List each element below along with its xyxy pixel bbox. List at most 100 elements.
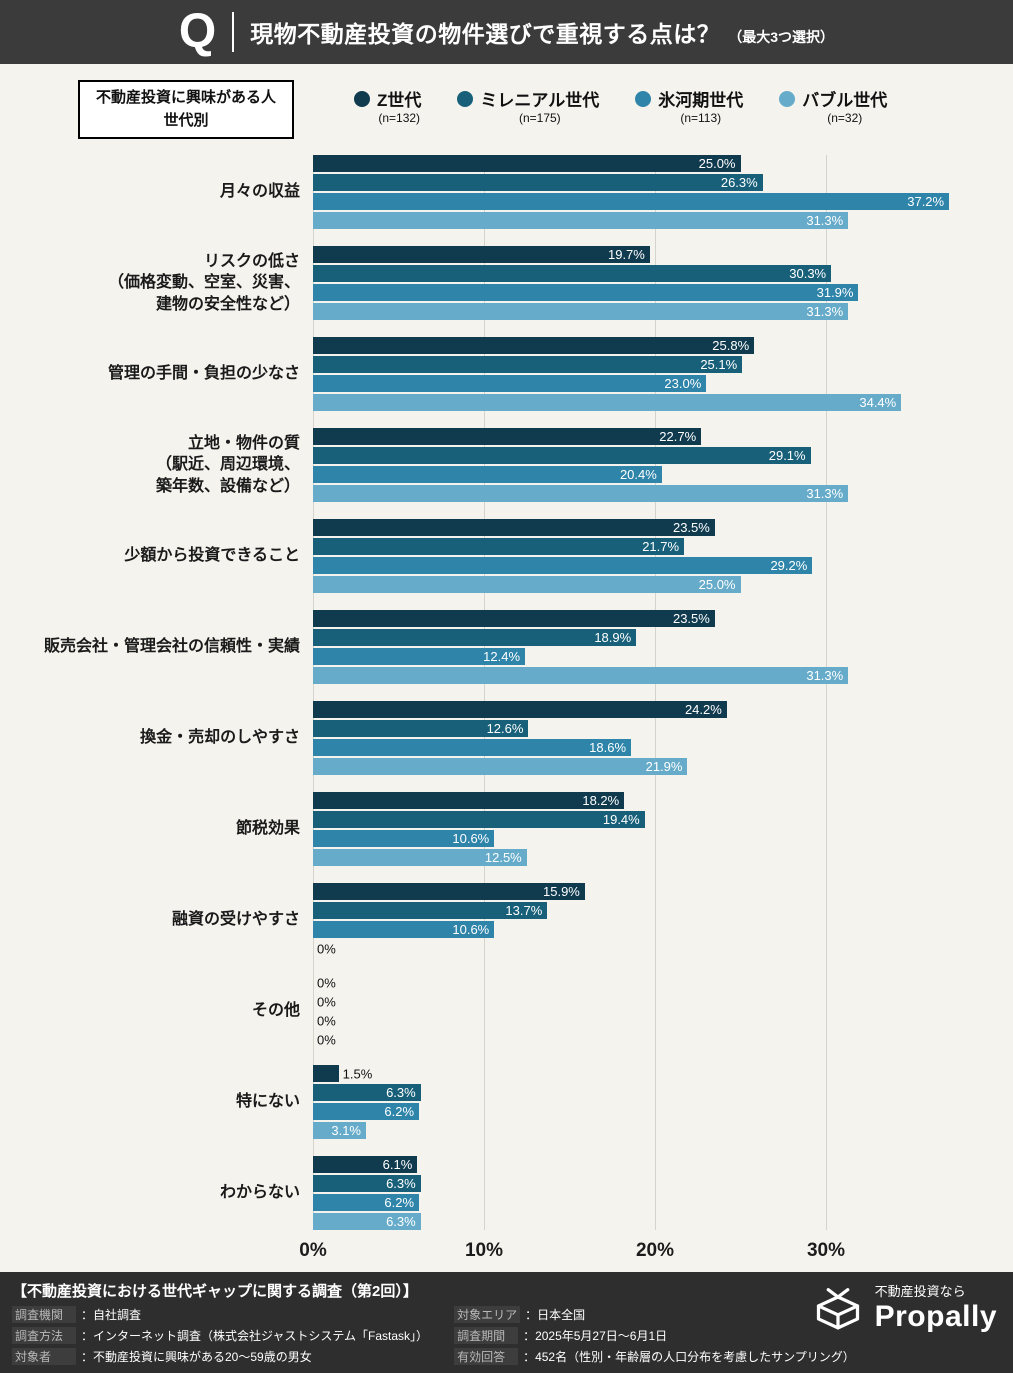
legend-label: ミレニアル世代	[480, 91, 600, 110]
bar	[313, 1065, 339, 1082]
page-subtitle: （最大3つ選択）	[728, 29, 835, 45]
page-title: 現物不動産投資の物件選びで重視する点は？	[250, 21, 721, 47]
category-label-line: 築年数、設備など）	[155, 477, 300, 495]
bar-track: 19.4%	[313, 811, 997, 828]
category-group: 換金・売却のしやすさ 24.2% 12.6% 18.6% 21.9%	[0, 701, 1013, 775]
category-bars: 23.5% 18.9% 12.4% 31.3%	[313, 610, 997, 684]
bar: 23.5%	[313, 519, 715, 536]
bar: 10.6%	[313, 830, 495, 847]
bar-value-label: 29.2%	[770, 558, 808, 573]
legend-label: 氷河期世代	[658, 91, 744, 110]
legend-sample-size: (n=32)	[827, 111, 863, 125]
chart-rows: 月々の収益 25.0% 26.3% 37.2% 31.3% リスクの低さ （価格変動、空室、…	[0, 155, 1013, 1230]
category-bars: 1.5% 6.3% 6.2% 3.1%	[313, 1065, 997, 1139]
gridline	[655, 155, 656, 1230]
bar-track: 23.5%	[313, 610, 997, 627]
gridline	[484, 155, 485, 1230]
bar-value-label: 37.2%	[907, 194, 945, 209]
category-label-line: わからない	[219, 1184, 300, 1202]
bar-track: 25.0%	[313, 155, 997, 172]
bar-value-label: 0%	[317, 1032, 336, 1047]
bar: 6.2%	[313, 1194, 420, 1211]
legend-dot	[354, 90, 371, 107]
bar-track: 0%	[313, 974, 997, 991]
bar-value-label: 6.3%	[386, 1085, 416, 1100]
category-label: 販売会社・管理会社の信頼性・実績	[0, 610, 313, 684]
bar: 12.5%	[313, 849, 527, 866]
bar: 18.9%	[313, 629, 637, 646]
bar-value-label: 6.2%	[384, 1195, 415, 1210]
bar: 31.3%	[313, 212, 849, 229]
category-label: 特にない	[0, 1065, 313, 1139]
category-group: 特にない 1.5% 6.3% 6.2% 3.1%	[0, 1065, 1013, 1139]
legend-row: 不動産投資に興味がある人 世代別 Z世代 (n=132) ミレニアル世代 (n=175…	[0, 64, 1013, 147]
bar-value-label: 1.5%	[342, 1066, 373, 1081]
category-label-line: 換金・売却のしやすさ	[140, 729, 300, 747]
category-label-line: リスクの低さ	[203, 252, 300, 270]
bar-value-label: 22.7%	[659, 429, 697, 444]
gridline	[313, 155, 314, 1230]
bar-track: 1.5%	[313, 1065, 997, 1082]
legend-item: バブル世代 (n=32)	[779, 86, 887, 125]
bar-value-label: 10.6%	[452, 922, 490, 937]
bar-value-label: 6.2%	[384, 1104, 415, 1119]
bar-value-label: 18.2%	[582, 793, 620, 808]
category-group: 販売会社・管理会社の信頼性・実績 23.5% 18.9% 12.4% 31.3%	[0, 610, 1013, 684]
bar-track: 23.5%	[313, 519, 997, 536]
bar-track: 18.9%	[313, 629, 997, 646]
x-axis-tick: 10%	[464, 1240, 504, 1261]
footer-right-column: 対象エリア ：日本全国 調査期間 ：2025年5月27日〜6月1日 有効回答 ：452名（…	[454, 1306, 855, 1365]
footer-row: 調査期間 ：2025年5月27日〜6月1日	[454, 1327, 855, 1344]
bar: 21.9%	[313, 758, 688, 775]
bar-track: 31.3%	[313, 485, 997, 502]
bar: 22.7%	[313, 428, 702, 445]
bar: 13.7%	[313, 902, 548, 919]
bar-value-label: 25.0%	[698, 156, 736, 171]
bar-track: 21.9%	[313, 758, 997, 775]
box-icon	[816, 1288, 859, 1330]
category-group: 融資の受けやすさ 15.9% 13.7% 10.6% 0%	[0, 883, 1013, 957]
bar-value-label: 24.2%	[684, 702, 722, 717]
bar: 20.4%	[313, 466, 662, 483]
category-label-line: （駅近、周辺環境、	[155, 456, 300, 474]
category-bars: 19.7% 30.3% 31.9% 31.3%	[313, 246, 997, 320]
bar-value-label: 0%	[317, 1013, 336, 1028]
bar-track: 6.3%	[313, 1175, 997, 1192]
bar-track: 20.4%	[313, 466, 997, 483]
bar-track: 3.1%	[313, 1122, 997, 1139]
bar-track: 25.0%	[313, 576, 997, 593]
legend-dot	[779, 90, 796, 107]
header: Q 現物不動産投資の物件選びで重視する点は？ （最大3つ選択）	[0, 0, 1013, 64]
bar-value-label: 25.8%	[712, 338, 750, 353]
bar-track: 6.1%	[313, 1156, 997, 1173]
footer-row-label: 有効回答	[454, 1348, 519, 1365]
category-bars: 22.7% 29.1% 20.4% 31.3%	[313, 428, 997, 502]
category-label-line: 販売会社・管理会社の信頼性・実績	[43, 638, 300, 656]
footer-row: 調査機関 ：自社調査	[12, 1306, 428, 1323]
category-label-line: 月々の収益	[219, 183, 300, 201]
bar: 25.8%	[313, 337, 755, 354]
bar-value-label: 21.9%	[645, 759, 683, 774]
category-bars: 23.5% 21.7% 29.2% 25.0%	[313, 519, 997, 593]
legend-sample-size: (n=132)	[378, 111, 421, 125]
bar-track: 31.3%	[313, 303, 997, 320]
category-group: わからない 6.1% 6.3% 6.2% 6.3%	[0, 1156, 1013, 1230]
bar-value-label: 31.3%	[806, 668, 844, 683]
legend-label: バブル世代	[802, 91, 888, 110]
category-label-line: 管理の手間・負担の少なさ	[107, 365, 300, 383]
category-label-line: 特にない	[235, 1093, 300, 1111]
bar: 25.1%	[313, 356, 743, 373]
category-group: リスクの低さ （価格変動、空室、災害、 建物の安全性など） 19.7% 30.3% 31.…	[0, 246, 1013, 320]
gridline	[826, 155, 827, 1230]
bar: 31.9%	[313, 284, 859, 301]
bar-value-label: 25.0%	[698, 577, 736, 592]
footer-row-label: 対象エリア	[454, 1306, 521, 1323]
bar-track: 10.6%	[313, 921, 997, 938]
bar-track: 12.4%	[313, 648, 997, 665]
legend-dot	[635, 90, 652, 107]
legend: Z世代 (n=132) ミレニアル世代 (n=175) 氷河期世代 (n=113) バブル世…	[354, 80, 887, 125]
bar-value-label: 21.7%	[642, 539, 680, 554]
category-group: その他 0% 0% 0% 0%	[0, 974, 1013, 1048]
bar: 12.4%	[313, 648, 526, 665]
bar: 6.2%	[313, 1103, 420, 1120]
